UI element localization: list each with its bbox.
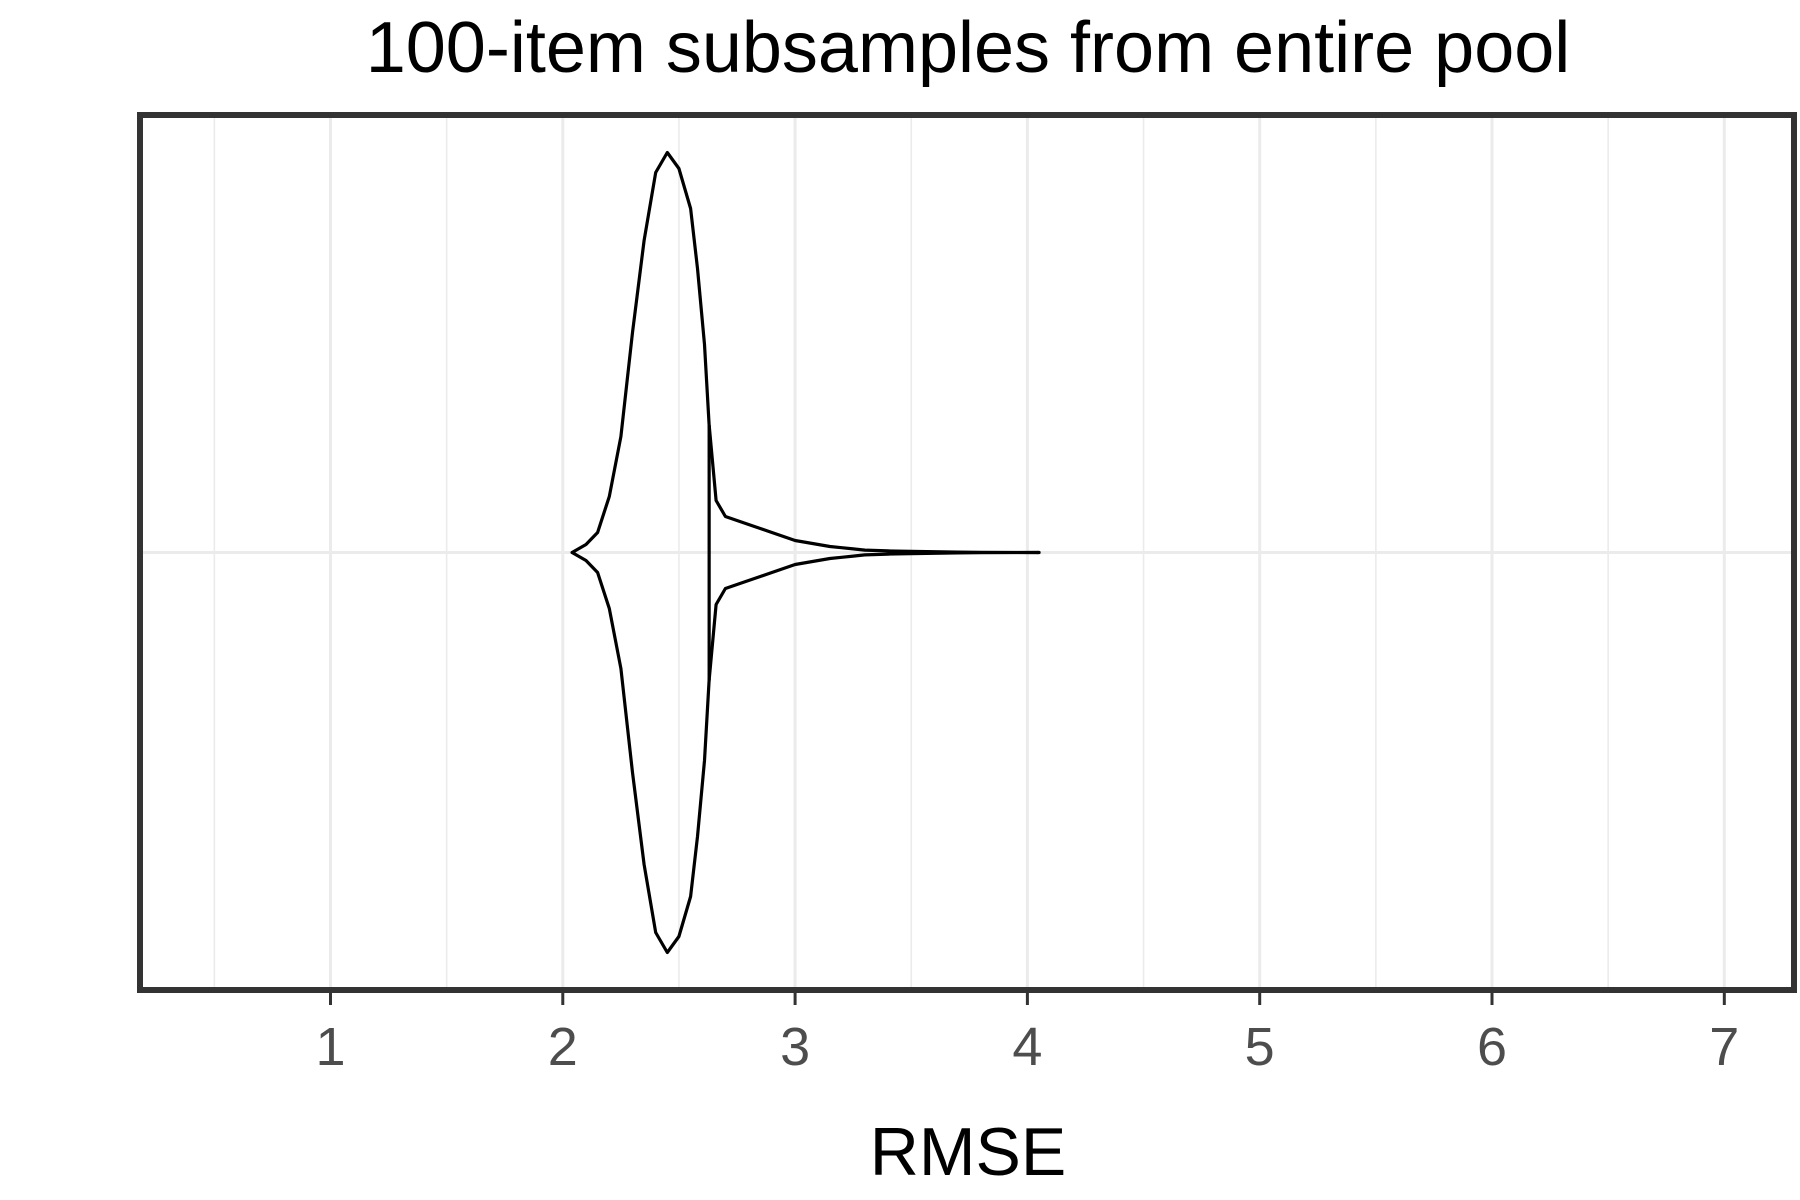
x-tick-label: 3 <box>780 1017 810 1077</box>
chart-title: 100-item subsamples from entire pool <box>366 8 1571 88</box>
x-tick-label: 2 <box>548 1017 578 1077</box>
x-tick-label: 7 <box>1709 1017 1739 1077</box>
x-tick-label: 4 <box>1012 1017 1042 1077</box>
x-axis: 1 2 3 4 5 6 7 <box>315 993 1739 1077</box>
x-tick-label: 6 <box>1477 1017 1507 1077</box>
violin-lower-outline <box>570 550 1041 955</box>
plot-frame <box>137 112 1797 993</box>
x-axis-label: RMSE <box>870 1114 1066 1190</box>
violin-upper-outline <box>570 150 1041 555</box>
x-tick-label: 5 <box>1245 1017 1275 1077</box>
violin-plot <box>570 150 1041 955</box>
grid <box>140 115 1794 990</box>
x-tick-label: 1 <box>315 1017 345 1077</box>
